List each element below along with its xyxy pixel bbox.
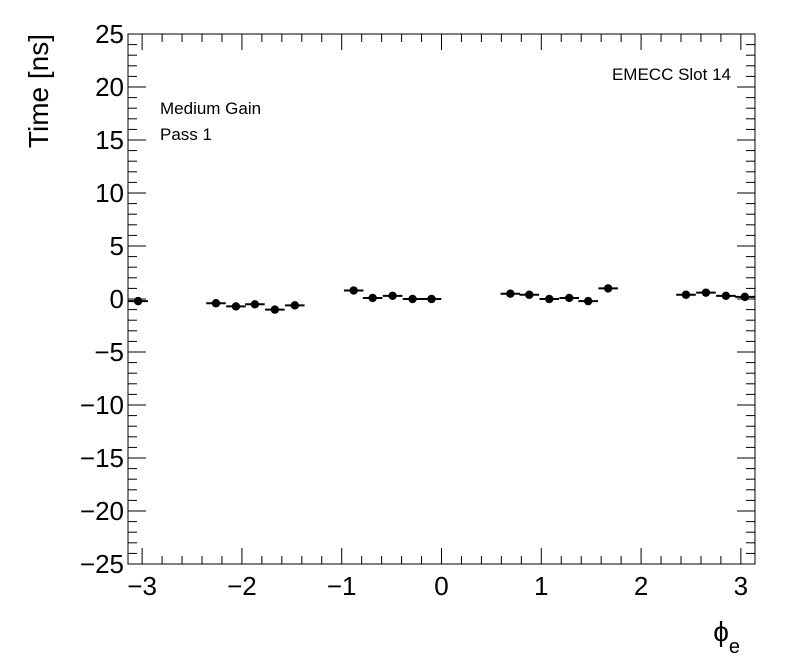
y-tick-label: 15 bbox=[95, 125, 124, 155]
data-point bbox=[565, 293, 574, 303]
data-point bbox=[701, 288, 711, 297]
axis-ticks bbox=[128, 33, 755, 565]
data-point bbox=[427, 294, 436, 304]
data-point bbox=[211, 299, 221, 308]
x-tick-label: 1 bbox=[534, 571, 548, 601]
y-tick-label: 0 bbox=[110, 284, 124, 314]
data-point bbox=[681, 290, 691, 299]
data-point bbox=[388, 291, 397, 301]
y-tick-label: −10 bbox=[80, 390, 124, 420]
y-tick-label: 25 bbox=[95, 19, 124, 49]
data-point bbox=[349, 286, 358, 295]
y-tick-label: −20 bbox=[80, 496, 124, 526]
data-point bbox=[740, 292, 750, 302]
slot-label: EMECC Slot 14 bbox=[612, 65, 731, 84]
x-tick-label: 3 bbox=[734, 571, 748, 601]
data-point bbox=[545, 294, 554, 304]
y-axis-title: Time [ns] bbox=[23, 34, 54, 148]
y-tick-label: −5 bbox=[94, 337, 124, 367]
y-tick-label: −25 bbox=[80, 549, 124, 579]
y-tick-label: 20 bbox=[95, 72, 124, 102]
x-tick-label: 2 bbox=[634, 571, 648, 601]
y-tick-label: −15 bbox=[80, 443, 124, 473]
x-tick-label: −3 bbox=[127, 571, 157, 601]
y-tick-label: 5 bbox=[110, 231, 124, 261]
x-axis-title-main: ϕ bbox=[713, 616, 729, 647]
gain-label: Medium Gain bbox=[160, 99, 261, 118]
data-point bbox=[231, 302, 241, 311]
data-point bbox=[133, 296, 143, 306]
data-point bbox=[368, 293, 377, 303]
x-tick-label: −1 bbox=[327, 571, 357, 601]
data-points bbox=[128, 284, 755, 314]
data-point bbox=[525, 290, 534, 299]
data-point bbox=[270, 305, 280, 314]
x-axis-title-subscript: e bbox=[729, 636, 740, 658]
pass-label: Pass 1 bbox=[160, 125, 212, 144]
x-tick-label: 0 bbox=[434, 571, 448, 601]
data-point bbox=[250, 300, 260, 309]
x-tick-label: −2 bbox=[227, 571, 257, 601]
data-point bbox=[721, 291, 731, 301]
y-tick-label: 10 bbox=[95, 178, 124, 208]
data-point bbox=[603, 284, 613, 293]
x-axis-title: ϕe bbox=[713, 616, 740, 658]
data-point bbox=[290, 301, 300, 310]
data-point bbox=[506, 289, 515, 298]
data-point bbox=[583, 296, 593, 306]
data-point bbox=[408, 294, 417, 304]
